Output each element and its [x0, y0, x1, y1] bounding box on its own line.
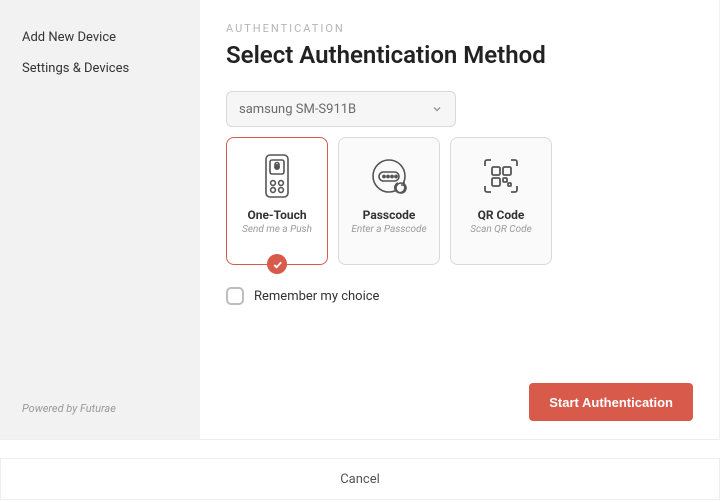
- device-select-value: samsung SM-S911B: [239, 102, 356, 117]
- main-content: AUTHENTICATION Select Authentication Met…: [200, 0, 719, 439]
- auth-method-title: One-Touch: [247, 208, 306, 222]
- sidebar-nav: Add New Device Settings & Devices: [0, 22, 200, 84]
- remember-label: Remember my choice: [254, 289, 379, 304]
- sidebar: Add New Device Settings & Devices Powere…: [0, 0, 200, 439]
- sidebar-item-settings-devices[interactable]: Settings & Devices: [0, 53, 200, 84]
- chevron-down-icon: [431, 103, 443, 115]
- auth-panel: Add New Device Settings & Devices Powere…: [0, 0, 720, 440]
- auth-method-title: Passcode: [363, 208, 416, 222]
- auth-method-title: QR Code: [478, 208, 525, 222]
- phone-push-icon: [259, 152, 295, 200]
- app-root: Add New Device Settings & Devices Powere…: [0, 0, 720, 500]
- passcode-icon: [366, 152, 412, 200]
- auth-method-subtitle: Scan QR Code: [470, 224, 532, 236]
- auth-method-qr-code[interactable]: QR Code Scan QR Code: [450, 137, 552, 265]
- auth-method-cards: One-Touch Send me a Push: [226, 137, 693, 265]
- spacer: [226, 305, 693, 383]
- remember-choice-row[interactable]: Remember my choice: [226, 287, 693, 305]
- selected-badge: [267, 254, 287, 274]
- check-icon: [272, 259, 283, 270]
- powered-by-label: Powered by Futurae: [0, 402, 200, 439]
- auth-method-one-touch[interactable]: One-Touch Send me a Push: [226, 137, 328, 265]
- auth-method-passcode[interactable]: Passcode Enter a Passcode: [338, 137, 440, 265]
- cancel-button[interactable]: Cancel: [0, 458, 720, 500]
- section-eyebrow: AUTHENTICATION: [226, 22, 693, 35]
- auth-method-subtitle: Enter a Passcode: [351, 224, 426, 236]
- actions-row: Start Authentication: [226, 383, 693, 421]
- qr-code-icon: [479, 152, 523, 200]
- start-authentication-button[interactable]: Start Authentication: [529, 383, 693, 421]
- page-title: Select Authentication Method: [226, 41, 693, 69]
- sidebar-item-add-device[interactable]: Add New Device: [0, 22, 200, 53]
- remember-checkbox[interactable]: [226, 287, 244, 305]
- device-select[interactable]: samsung SM-S911B: [226, 91, 456, 127]
- auth-method-subtitle: Send me a Push: [242, 224, 312, 236]
